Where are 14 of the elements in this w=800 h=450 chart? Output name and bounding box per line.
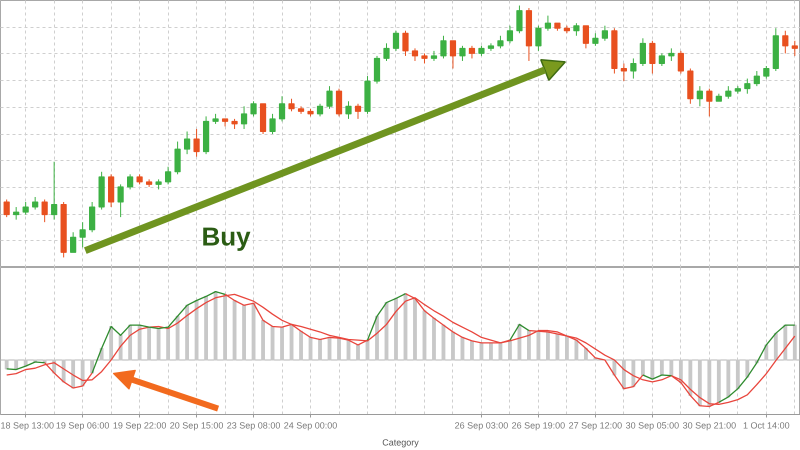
x-tick-label: 19 Sep 22:00 (112, 420, 166, 430)
x-tick-label: 23 Sep 08:00 (226, 420, 280, 430)
x-tick-label: 26 Sep 19:00 (512, 420, 566, 430)
x-tick-label: 27 Sep 12:00 (568, 420, 622, 430)
x-tick-label: 24 Sep 00:00 (284, 420, 338, 430)
x-tick-label: 19 Sep 06:00 (56, 420, 110, 430)
x-axis-title: Category (382, 438, 420, 448)
x-tick-label: 30 Sep 05:00 (626, 420, 680, 430)
annotation: Buy (202, 222, 252, 252)
x-tick-label: 30 Sep 21:00 (682, 420, 736, 430)
x-tick-label: 1 Oct 14:00 (743, 420, 790, 430)
x-tick-label: 26 Sep 03:00 (454, 420, 508, 430)
x-tick-label: 18 Sep 13:00 (0, 420, 54, 430)
x-tick-label: 20 Sep 15:00 (170, 420, 224, 430)
